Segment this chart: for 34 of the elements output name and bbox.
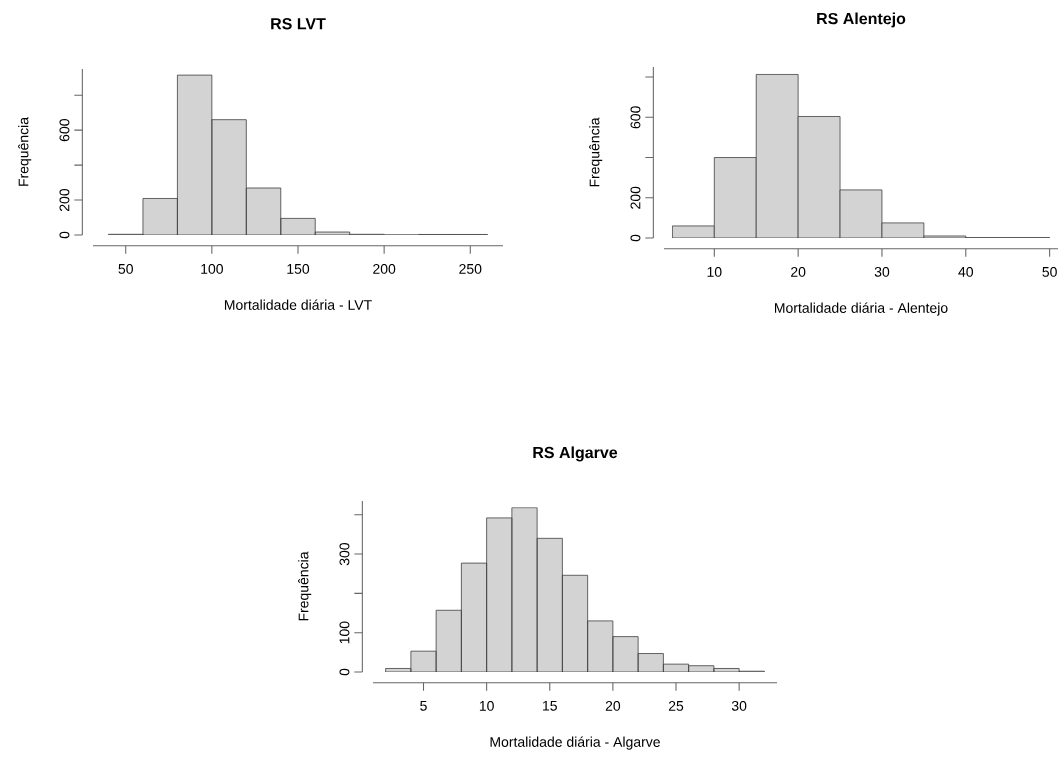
x-axis-title: Mortalidade diária - Algarve (490, 736, 660, 750)
y-tick-label: 600 (630, 106, 641, 129)
x-tick-label: 40 (958, 266, 974, 277)
x-tick-label: 10 (479, 700, 494, 711)
x-axis-title: Mortalidade diária - LVT (224, 299, 372, 310)
y-axis-title: Frequência (589, 117, 603, 187)
x-tick-label: 30 (874, 266, 890, 277)
x-tick-label: 30 (731, 700, 747, 711)
y-tick-label: 0 (630, 234, 641, 242)
y-tick-label: 200 (630, 186, 641, 209)
x-tick-label: 15 (543, 700, 557, 711)
x-tick-label: 25 (668, 700, 684, 711)
y-tick-label: 200 (59, 188, 70, 212)
y-tick-label: 0 (59, 231, 70, 239)
x-tick-label: 20 (791, 266, 806, 277)
chart-title: RS LVT (271, 18, 326, 30)
x-tick-label: 250 (459, 263, 482, 274)
x-tick-label: 20 (605, 700, 621, 711)
x-tick-label: 50 (118, 263, 133, 274)
x-axis-title: Mortalidade diária - Alentejo (775, 302, 948, 316)
y-tick-label: 300 (339, 542, 350, 566)
y-axis-title: Frequência (18, 117, 32, 186)
chart-title: RS Algarve (533, 446, 618, 462)
x-tick-label: 10 (707, 266, 722, 277)
y-axis-title: Frequência (298, 551, 312, 621)
y-tick-label: 100 (339, 621, 350, 644)
y-tick-label: 0 (339, 668, 350, 676)
x-tick-label: 50 (1042, 266, 1057, 277)
x-tick-label: 200 (373, 263, 396, 274)
x-tick-label: 5 (420, 700, 427, 711)
chart-title: RS Alentejo (817, 12, 906, 28)
x-tick-label: 100 (201, 263, 223, 274)
y-tick-label: 600 (59, 119, 70, 142)
x-tick-label: 150 (287, 263, 310, 274)
